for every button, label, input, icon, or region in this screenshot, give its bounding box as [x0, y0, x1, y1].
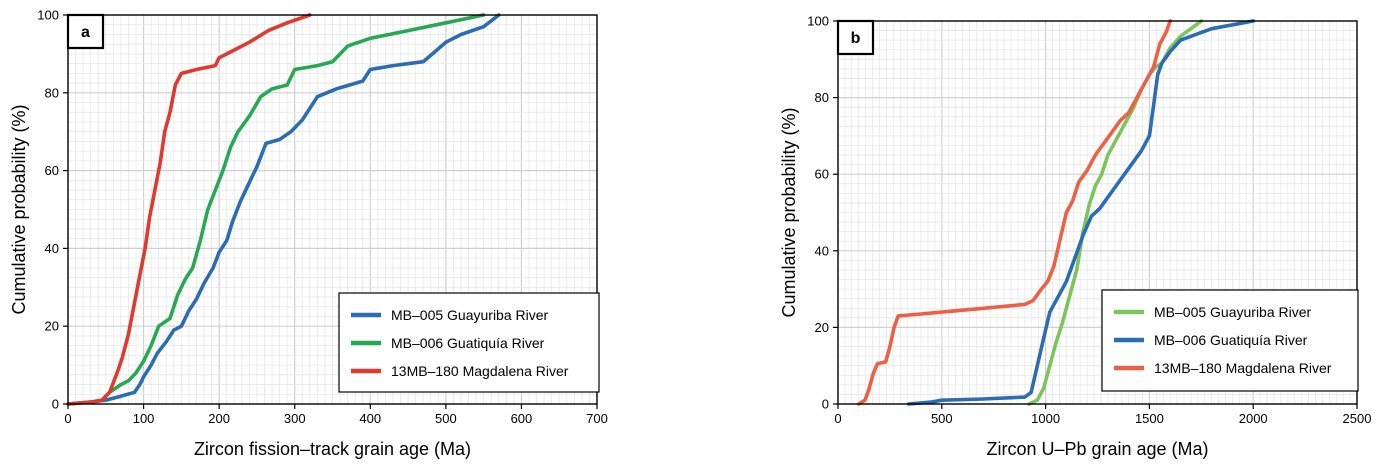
y-tick-label: 0: [822, 397, 829, 412]
series-line-3: [857, 19, 1172, 406]
x-tick-label: 400: [359, 411, 381, 426]
y-axis-title: Cumulative probability (%): [779, 107, 799, 317]
panel-letter-box: [836, 19, 875, 56]
x-tick-label: 500: [931, 411, 953, 426]
y-tick-label: 40: [45, 241, 59, 256]
y-tick-label: 20: [45, 319, 59, 334]
panel-b: 0 500 1000 1500 2000 2500 0 20 40 60 80 100 Zircon U…: [779, 14, 1371, 460]
y-tick-label: 100: [807, 14, 829, 29]
legend-label-2: MB–006 Guatiquía River: [391, 335, 545, 351]
legend: MB–005 Guayuriba River MB–006 Guatiquía R…: [1101, 289, 1359, 392]
x-tick-label: 1500: [1135, 411, 1164, 426]
x-tick-label: 2500: [1343, 411, 1372, 426]
y-tick-label: 80: [815, 90, 829, 105]
legend-label-1: MB–005 Guayuriba River: [1154, 304, 1312, 320]
legend-label-3: 13MB–180 Magdalena River: [391, 363, 569, 379]
x-tick-label: 2000: [1239, 411, 1268, 426]
legend-label-1: MB–005 Guayuriba River: [391, 307, 549, 323]
y-tick-label: 80: [45, 85, 59, 100]
y-tick-label: 60: [815, 167, 829, 182]
legend-box: [1101, 289, 1359, 392]
x-tick-label: 300: [284, 411, 306, 426]
x-tick-label: 500: [435, 411, 457, 426]
panel-letter: b: [851, 30, 861, 47]
series-line-3: [66, 13, 312, 406]
x-tick-label: 0: [834, 411, 841, 426]
plot-frame: [67, 14, 598, 405]
series-line-2: [66, 13, 486, 406]
legend-label-2: MB–006 Guatiquía River: [1154, 332, 1308, 348]
x-axis-title: Zircon fission–track grain age (Ma): [194, 439, 471, 459]
legend-label-3: 13MB–180 Magdalena River: [1154, 360, 1332, 376]
y-tick-label: 100: [37, 8, 59, 23]
x-tick-label: 200: [208, 411, 230, 426]
x-tick-label: 700: [586, 411, 608, 426]
plot-frame: [837, 20, 1358, 405]
legend: MB–005 Guayuriba River MB–006 Guatiquía R…: [338, 292, 600, 393]
y-tick-label: 60: [45, 163, 59, 178]
series-line-1: [66, 13, 501, 406]
x-axis-title: Zircon U–Pb grain age (Ma): [986, 439, 1208, 459]
x-tick-label: 600: [511, 411, 533, 426]
y-tick-label: 0: [52, 397, 59, 412]
y-tick-label: 20: [815, 320, 829, 335]
x-tick-label: 1000: [1031, 411, 1060, 426]
panel-letter-box: [66, 13, 105, 50]
legend-box: [338, 292, 600, 393]
x-tick-label: 0: [64, 411, 71, 426]
x-tick-label: 100: [133, 411, 155, 426]
panel-a: 0 100 200 300 400 500 600 700 0 20 40 60 80 100 Zircon…: [9, 8, 608, 460]
y-tick-label: 40: [815, 243, 829, 258]
series-line-2: [906, 19, 1255, 406]
y-axis-title: Cumulative probability (%): [9, 104, 29, 314]
grid: [838, 21, 1357, 404]
panel-letter: a: [81, 24, 90, 41]
